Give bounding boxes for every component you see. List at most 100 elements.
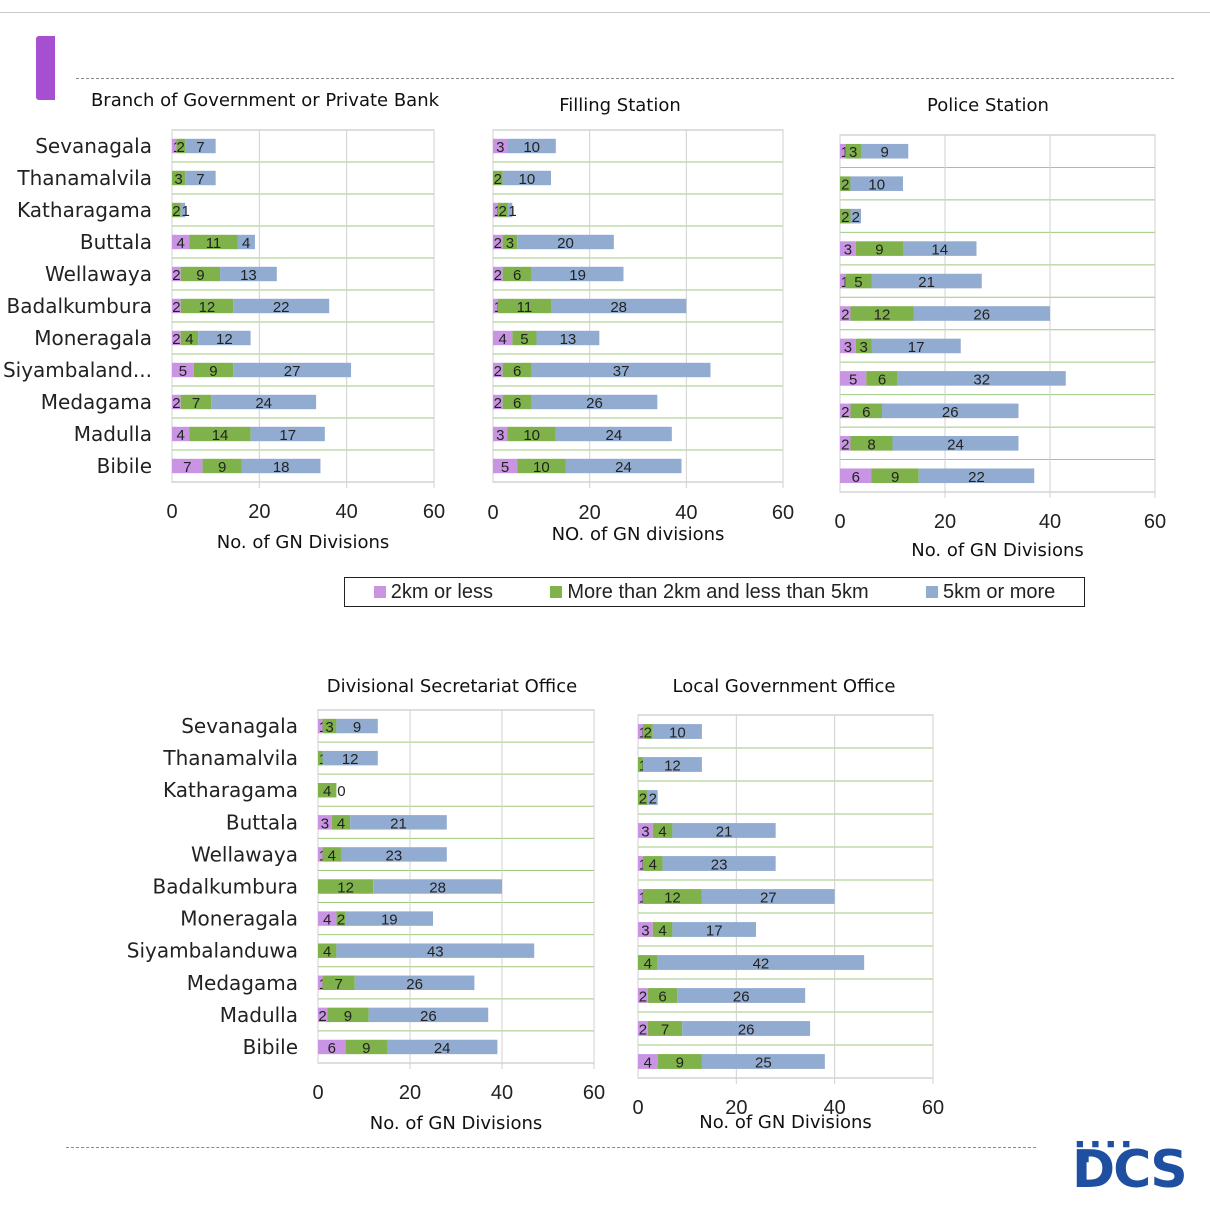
bar-segment xyxy=(322,750,378,766)
data-label: 18 xyxy=(273,459,290,476)
bar-segment xyxy=(507,138,556,154)
data-label: 3 xyxy=(849,144,857,161)
data-label: 12 xyxy=(337,880,354,897)
bar-segment xyxy=(233,362,352,378)
bar-segment xyxy=(193,362,234,378)
data-label: 2 xyxy=(177,139,185,156)
bar-segment xyxy=(318,1039,346,1055)
data-label: 9 xyxy=(353,719,361,736)
x-tick-label: 0 xyxy=(834,511,845,533)
bar-segment xyxy=(882,403,1019,419)
bar-segment xyxy=(840,143,846,159)
data-label: 6 xyxy=(878,371,886,388)
bar-segment xyxy=(701,889,835,904)
bar-segment xyxy=(493,298,498,314)
data-label: 43 xyxy=(427,944,444,961)
data-label: 26 xyxy=(733,989,750,1006)
bar-segment xyxy=(871,273,982,289)
data-label: 23 xyxy=(711,857,728,874)
data-label: 4 xyxy=(328,847,336,864)
category-label: Thanamalvila xyxy=(16,166,152,190)
data-label: 0 xyxy=(337,783,345,800)
data-label: 3 xyxy=(496,139,504,156)
data-label: 22 xyxy=(273,299,290,316)
bar-segment xyxy=(657,1054,702,1069)
data-label: 6 xyxy=(852,469,860,486)
x-tick-label: 20 xyxy=(934,511,956,533)
data-label: 9 xyxy=(880,144,888,161)
bar-segment xyxy=(354,975,475,990)
data-label: 1 xyxy=(841,274,849,291)
bar-segment xyxy=(172,394,181,410)
data-label: 11 xyxy=(206,235,222,252)
data-label: 7 xyxy=(183,459,191,476)
data-label: 2 xyxy=(841,177,849,194)
bar-segment xyxy=(551,298,687,314)
data-label: 12 xyxy=(216,331,233,348)
x-axis-label: No. of GN Divisions xyxy=(217,532,390,553)
bar-segment xyxy=(517,458,566,474)
bar-segment xyxy=(180,394,212,410)
bar-segment xyxy=(502,266,532,282)
category-label: Badalkumbura xyxy=(7,294,152,318)
bar-segment xyxy=(565,458,682,474)
data-label: 7 xyxy=(196,139,204,156)
data-label: 4 xyxy=(242,235,250,252)
data-label: 5 xyxy=(849,371,857,388)
bar-segment xyxy=(840,436,851,451)
bar-segment xyxy=(855,241,903,256)
bar-segment xyxy=(555,426,672,442)
data-label: 26 xyxy=(406,976,423,993)
data-label: 4 xyxy=(498,331,506,348)
category-label: Badalkumbura xyxy=(153,875,298,899)
data-label: 13 xyxy=(560,331,577,348)
data-label: 27 xyxy=(760,890,777,907)
bar-segment xyxy=(318,815,332,830)
data-label: 4 xyxy=(658,824,666,841)
x-axis-label: No. of GN Divisions xyxy=(370,1113,543,1134)
bar-segment xyxy=(493,394,503,410)
bar-segment xyxy=(176,138,186,154)
bar-segment xyxy=(493,234,503,250)
data-label: 24 xyxy=(947,436,964,453)
bar-segment xyxy=(638,889,643,904)
data-label: 32 xyxy=(973,371,990,388)
bar-segment xyxy=(493,138,508,154)
bar-segment xyxy=(638,856,643,871)
bar-segment xyxy=(345,1039,387,1055)
bar-segment xyxy=(642,757,702,772)
bar-segment xyxy=(502,394,532,410)
legend-label-le2: 2km or less xyxy=(390,580,493,603)
data-label: 42 xyxy=(753,956,770,973)
data-label: 10 xyxy=(669,725,686,742)
category-label: Thanamalvila xyxy=(162,746,298,770)
data-label: 10 xyxy=(868,177,885,194)
bar-segment xyxy=(517,234,614,250)
data-label: 21 xyxy=(918,274,935,291)
category-label: Siyambalanduwa xyxy=(127,939,298,963)
data-label: 2 xyxy=(841,404,849,421)
bar-segment xyxy=(493,458,518,474)
bar-segment xyxy=(327,1007,369,1023)
data-label: 5 xyxy=(501,459,509,476)
chart-legend: 2km or less More than 2km and less than … xyxy=(344,577,1085,607)
bar-segment xyxy=(180,266,221,282)
bar-segment xyxy=(497,298,551,314)
data-label: 26 xyxy=(942,404,959,421)
data-label: 1 xyxy=(841,144,849,161)
bar-segment xyxy=(172,170,186,186)
bar-segment xyxy=(845,273,872,289)
bar-segment xyxy=(318,975,323,990)
bar-segment xyxy=(840,338,856,354)
bar-segment xyxy=(493,202,498,218)
data-label: 9 xyxy=(891,469,899,486)
bar-segment xyxy=(840,468,872,484)
bar-segment xyxy=(336,943,535,958)
bar-segment xyxy=(189,234,238,250)
bar-segment xyxy=(642,724,653,739)
data-label: 2 xyxy=(172,267,180,284)
bar-segment xyxy=(850,208,861,224)
bar-segment xyxy=(185,138,216,154)
data-label: 3 xyxy=(496,427,504,444)
data-label: 4 xyxy=(185,331,193,348)
